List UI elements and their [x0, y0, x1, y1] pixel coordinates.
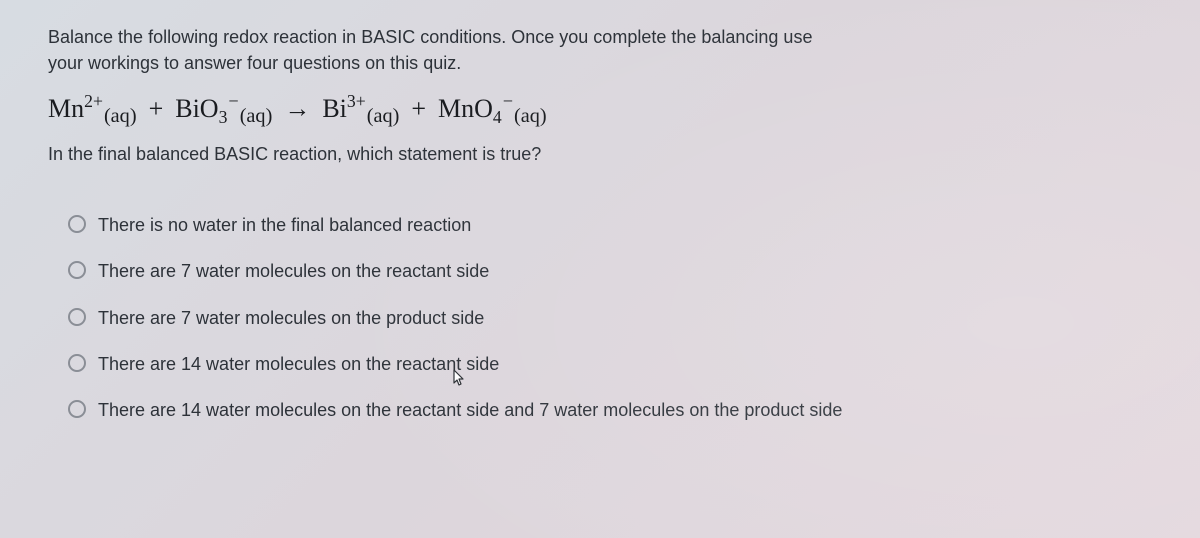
species-charge: − [228, 91, 238, 111]
species-bi3plus: Bi3+(aq) [322, 94, 399, 124]
radio-icon [68, 354, 86, 372]
radio-icon [68, 261, 86, 279]
option-1[interactable]: There is no water in the final balanced … [68, 213, 928, 237]
question-text: In the final balanced BASIC reaction, wh… [48, 144, 1152, 165]
species-state: (aq) [240, 105, 273, 127]
species-bio3minus: BiO3−(aq) [175, 94, 272, 124]
species-state: (aq) [367, 105, 400, 127]
option-label: There are 7 water molecules on the produ… [98, 306, 484, 330]
species-state: (aq) [514, 105, 547, 127]
species-charge: 3+ [347, 91, 366, 111]
option-2[interactable]: There are 7 water molecules on the react… [68, 259, 928, 283]
species-charge: − [503, 91, 513, 111]
species-subscript: 3 [219, 107, 228, 127]
plus-sign: + [405, 94, 432, 124]
species-base: MnO [438, 94, 493, 123]
radio-icon [68, 215, 86, 233]
species-mno4minus: MnO4−(aq) [438, 94, 547, 124]
species-mn2plus: Mn2+(aq) [48, 94, 137, 124]
option-label: There are 14 water molecules on the reac… [98, 352, 499, 376]
species-base: Bi [322, 94, 347, 123]
option-5[interactable]: There are 14 water molecules on the reac… [68, 398, 928, 422]
species-base: Mn [48, 94, 84, 123]
redox-equation: Mn2+(aq) + BiO3−(aq) → Bi3+(aq) + MnO4−(… [48, 94, 1152, 124]
species-subscript: 4 [493, 107, 502, 127]
instructions-text: Balance the following redox reaction in … [48, 24, 828, 76]
option-label: There is no water in the final balanced … [98, 213, 471, 237]
option-label: There are 7 water molecules on the react… [98, 259, 489, 283]
species-base: BiO [175, 94, 218, 123]
option-4[interactable]: There are 14 water molecules on the reac… [68, 352, 928, 376]
reaction-arrow: → [278, 94, 316, 124]
radio-icon [68, 400, 86, 418]
plus-sign: + [143, 94, 170, 124]
species-state: (aq) [104, 105, 137, 127]
species-charge: 2+ [84, 91, 103, 111]
options-group: There is no water in the final balanced … [48, 213, 928, 422]
radio-icon [68, 308, 86, 326]
option-label: There are 14 water molecules on the reac… [98, 398, 842, 422]
option-3[interactable]: There are 7 water molecules on the produ… [68, 306, 928, 330]
